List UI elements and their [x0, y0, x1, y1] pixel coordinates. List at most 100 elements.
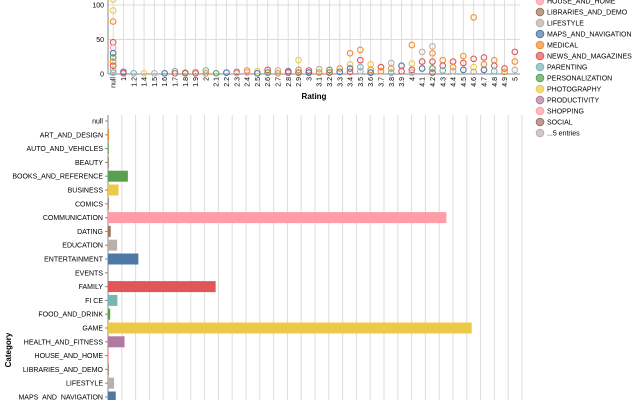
scatter-point — [264, 69, 272, 76]
legend-label: PRODUCTIVITY — [547, 98, 599, 105]
scatter-point — [243, 69, 251, 76]
bar-category-label: EDUCATION — [62, 243, 103, 250]
scatter-point — [284, 69, 292, 76]
legend-label: LIFESTYLE — [547, 21, 584, 28]
scatter-point — [109, 49, 117, 57]
scatter-point — [305, 67, 313, 74]
legend-swatch — [535, 117, 545, 127]
scatter-point — [357, 63, 364, 71]
legend-swatch — [535, 106, 545, 116]
scatter-point — [501, 65, 508, 72]
bar — [108, 239, 118, 251]
bar — [108, 322, 472, 334]
scatter-point — [367, 66, 375, 74]
scatter-point — [511, 48, 519, 56]
scatter-point — [109, 58, 117, 65]
legend-label: MAPS_AND_NAVIGATION — [547, 32, 632, 39]
scatter-point — [429, 58, 436, 65]
scatter-point — [470, 63, 478, 71]
bar-category-label: COMICS — [75, 201, 103, 208]
scatter-point — [202, 69, 210, 77]
scatter-point — [109, 7, 117, 14]
scatter-point — [346, 65, 354, 72]
scatter-point — [408, 60, 416, 68]
legend-label: ...5 entries — [547, 131, 580, 138]
bar — [108, 212, 447, 224]
scatter-point — [490, 67, 498, 75]
scatter-x-tick-label: 1.8 — [183, 77, 190, 87]
legend-swatch — [535, 40, 545, 50]
bar — [108, 170, 128, 182]
scatter-point — [130, 69, 138, 77]
scatter-point — [460, 66, 467, 74]
scatter-point — [418, 48, 426, 56]
bar-category-label: HEALTH_AND_FITNESS — [24, 339, 104, 346]
legend-swatch — [535, 18, 545, 28]
scatter-point — [470, 68, 478, 76]
bar — [108, 198, 109, 210]
scatter-point — [140, 69, 148, 77]
scatter-point — [181, 69, 189, 77]
bar — [108, 253, 139, 265]
scatter-x-tick-label: 2.4 — [245, 77, 252, 87]
bar-category-label: FI CE — [85, 298, 103, 305]
scatter-x-tick-label: 2.5 — [255, 77, 262, 87]
scatter-point — [109, 54, 117, 61]
bar — [108, 336, 125, 348]
scatter-point — [460, 52, 467, 60]
bar — [108, 281, 216, 293]
scatter-x-tick-label: 3.5 — [358, 77, 365, 87]
scatter-point — [254, 69, 261, 77]
bar — [108, 308, 111, 320]
scatter-x-tick-label: 4.4 — [451, 77, 458, 87]
scatter-point — [161, 69, 168, 77]
scatter-point — [336, 68, 344, 76]
bar-category-label: BUSINESS — [68, 188, 104, 195]
bar — [108, 377, 115, 389]
bar-category-label: BEAUTY — [75, 160, 103, 167]
scatter-point — [501, 68, 508, 76]
scatter-x-tick-label: 3.8 — [389, 77, 396, 87]
legend-swatch — [535, 84, 545, 94]
scatter-point — [439, 62, 447, 70]
scatter-x-tick-label: 3.7 — [378, 77, 385, 87]
bar — [108, 225, 111, 237]
scatter-point — [109, 62, 117, 70]
bar — [108, 156, 109, 168]
scatter-point — [346, 60, 354, 68]
legend-label: PARENTING — [547, 65, 587, 72]
scatter-point — [429, 43, 436, 50]
scatter-point — [480, 54, 488, 61]
scatter-point — [418, 58, 426, 65]
scatter-point — [418, 65, 426, 72]
scatter-x-tick-label: 1 — [121, 77, 128, 81]
scatter-point — [357, 56, 364, 64]
scatter-point — [357, 67, 364, 75]
scatter-x-tick-label: 2.7 — [275, 77, 282, 87]
scatter-x-tick-label: 1.2 — [131, 77, 138, 87]
scatter-point — [511, 58, 519, 65]
scatter-x-tick-label: 4.3 — [440, 77, 447, 87]
scatter-x-tick-label: 2.3 — [234, 77, 241, 87]
legend: HOUSE_AND_HOME LIBRARIES_AND_DEMO LIFESTYL… — [535, 0, 632, 138]
scatter-point — [398, 67, 405, 75]
bar-category-label: GAME — [82, 326, 103, 333]
legend-label: SHOPPING — [547, 109, 584, 116]
bar-category-label: BOOKS_AND_REFERENCE — [12, 174, 103, 181]
scatter-point — [387, 69, 395, 76]
scatter-point — [408, 69, 416, 76]
scatter-point — [470, 14, 478, 21]
scatter-x-tick-label: 4.2 — [430, 77, 437, 87]
scatter-x-tick-label: null — [111, 77, 118, 88]
legend-swatch — [535, 0, 545, 6]
bar — [108, 143, 109, 155]
scatter-x-tick-label: 1.4 — [142, 77, 149, 87]
scatter-x-tick-label: 4.7 — [481, 77, 488, 87]
legend-swatch — [535, 7, 545, 17]
scatter-x-tick-label: 4.6 — [471, 77, 478, 87]
bar — [108, 363, 109, 375]
scatter-x-tick-label: 1.5 — [152, 77, 159, 87]
scatter-x-tick-label: 3.9 — [399, 77, 406, 87]
